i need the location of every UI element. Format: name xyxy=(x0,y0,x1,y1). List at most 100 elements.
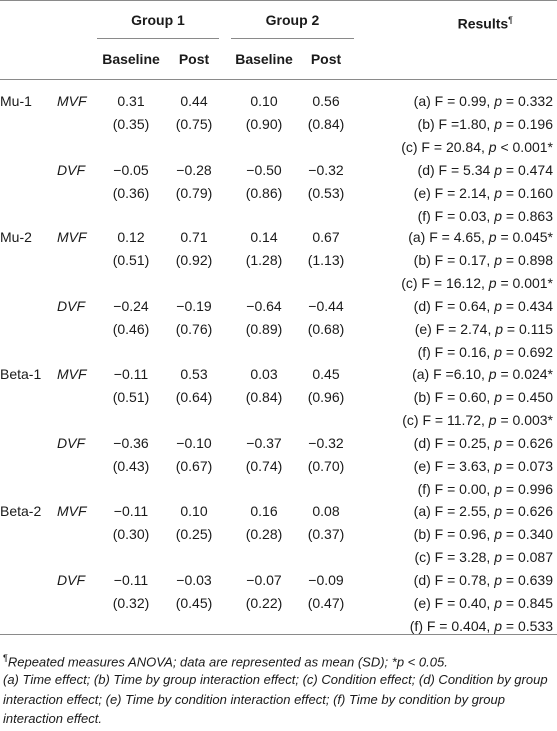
mean-value: −0.37 xyxy=(246,434,282,451)
sd-value: (1.13) xyxy=(307,251,345,268)
result-p-value: = 0.996 xyxy=(502,480,553,497)
mean-value: −0.24 xyxy=(113,297,149,314)
result-p-value: = 0.087 xyxy=(502,548,553,565)
condition-label: MVF xyxy=(57,93,87,109)
result-p-value: = 0.626 xyxy=(502,503,553,519)
mean-value: 0.71 xyxy=(180,229,208,245)
results-header-mark: ¶ xyxy=(508,15,513,25)
result-f-part: (f) F = 0.00, xyxy=(417,480,495,497)
result-p-value: = 0.115 xyxy=(503,320,553,337)
result-p-symbol: p xyxy=(494,434,502,451)
result-p-value: = 0.045* xyxy=(496,229,553,245)
result-line: (a) F = 0.99, p = 0.332 xyxy=(414,91,553,111)
mean-value: −0.36 xyxy=(113,434,149,451)
result-line: (f) F = 0.16, p = 0.692 xyxy=(418,342,553,362)
result-f-part: (c) F = 20.84, xyxy=(401,138,489,155)
sd-value: (0.96) xyxy=(307,388,345,405)
result-f-part: (c) F = 16.12, xyxy=(401,274,489,291)
mean-value: −0.28 xyxy=(176,161,212,178)
mean-value: 0.53 xyxy=(180,366,208,382)
result-p-value: = 0.196 xyxy=(502,115,553,132)
sd-value: (0.46) xyxy=(112,320,150,337)
sd-value: (0.84) xyxy=(245,388,283,405)
result-line: (b) F =1.80, p = 0.196 xyxy=(418,114,553,134)
result-f-part: (a) F =6.10, xyxy=(412,366,489,382)
sd-value: (0.37) xyxy=(307,525,345,542)
result-line: (a) F =6.10, p = 0.024* xyxy=(412,364,553,384)
result-f-part: (b) F = 0.17, xyxy=(413,251,495,268)
result-p-symbol: p xyxy=(494,161,502,178)
mean-value: 0.31 xyxy=(117,93,145,109)
result-p-symbol: p xyxy=(494,457,502,474)
result-p-symbol: p xyxy=(494,594,502,611)
result-p-symbol: p xyxy=(494,297,502,314)
sd-value: (0.68) xyxy=(307,320,345,337)
result-p-value: = 0.073 xyxy=(502,457,553,474)
result-p-value: = 0.001* xyxy=(496,274,553,291)
group1-underline xyxy=(97,38,219,39)
sd-value: (0.70) xyxy=(307,457,345,474)
sd-value: (0.74) xyxy=(245,457,283,474)
result-p-value: = 0.639 xyxy=(502,571,553,588)
result-p-symbol: p xyxy=(494,115,502,132)
result-p-value: = 0.332 xyxy=(502,93,553,109)
footnote-effects: (a) Time effect; (b) Time by group inter… xyxy=(3,672,548,726)
mean-value: 0.12 xyxy=(117,229,145,245)
result-p-value: = 0.450 xyxy=(502,388,553,405)
result-p-symbol: p xyxy=(488,274,497,291)
result-f-part: (f) F = 0.03, xyxy=(417,207,495,224)
sd-value: (0.86) xyxy=(245,184,283,201)
result-f-part: (d) F = 0.78, xyxy=(413,571,495,588)
mean-value: 0.16 xyxy=(250,503,278,519)
result-f-part: (b) F = 0.96, xyxy=(413,525,495,542)
mean-value: −0.10 xyxy=(176,434,212,451)
result-f-part: (d) F = 5.34 xyxy=(417,161,495,178)
result-line: (c) F = 11.72, p = 0.003* xyxy=(402,410,553,430)
group1-baseline-header: Baseline xyxy=(102,51,160,67)
result-p-symbol: p xyxy=(488,229,497,245)
mean-value: −0.19 xyxy=(176,297,212,314)
result-p-symbol: p xyxy=(494,480,502,497)
sd-value: (0.32) xyxy=(112,594,150,611)
result-line: (a) F = 4.65, p = 0.045* xyxy=(408,227,553,247)
band-label: Beta-1 xyxy=(0,366,42,382)
result-p-value: = 0.160 xyxy=(502,184,553,201)
sd-value: (0.47) xyxy=(307,594,345,611)
result-p-symbol: p xyxy=(488,411,497,428)
mean-value: 0.08 xyxy=(312,503,340,519)
mean-value: 0.56 xyxy=(312,93,340,109)
sd-value: (0.64) xyxy=(175,388,213,405)
condition-label: DVF xyxy=(57,297,85,314)
result-line: (d) F = 0.64, p = 0.434 xyxy=(414,296,553,316)
mean-value: −0.11 xyxy=(113,366,149,382)
result-line: (b) F = 0.96, p = 0.340 xyxy=(414,524,553,544)
result-p-symbol: p xyxy=(494,93,502,109)
group2-baseline-header: Baseline xyxy=(235,51,293,67)
result-p-value: = 0.003* xyxy=(496,411,553,428)
condition-label: DVF xyxy=(57,434,85,451)
mean-value: −0.09 xyxy=(308,571,344,588)
result-p-symbol: p xyxy=(494,571,502,588)
result-p-symbol: p xyxy=(494,388,502,405)
condition-label: DVF xyxy=(57,571,85,588)
result-line: (b) F = 0.60, p = 0.450 xyxy=(414,387,553,407)
result-f-part: (c) F = 11.72, xyxy=(402,411,489,428)
condition-label: MVF xyxy=(57,366,87,382)
mean-value: 0.10 xyxy=(250,93,278,109)
table-bottom-rule xyxy=(0,634,557,635)
group2-header: Group 2 xyxy=(265,12,320,28)
mean-value: 0.45 xyxy=(312,366,340,382)
sd-value: (0.92) xyxy=(175,251,213,268)
result-p-symbol: p xyxy=(494,343,502,360)
result-p-symbol: p xyxy=(494,184,502,201)
group1-header: Group 1 xyxy=(131,12,185,28)
footnote-anova-text: Repeated measures ANOVA; data are repres… xyxy=(7,654,448,670)
result-f-part: (e) F = 3.63, xyxy=(413,457,495,474)
sd-value: (0.53) xyxy=(307,184,345,201)
sd-value: (0.76) xyxy=(175,320,213,337)
mean-value: −0.32 xyxy=(308,161,344,178)
result-f-part: (d) F = 0.64, xyxy=(413,297,495,314)
mean-value: −0.05 xyxy=(113,161,149,178)
result-f-part: (a) F = 2.55, xyxy=(413,503,495,519)
result-p-symbol: p xyxy=(494,617,502,634)
